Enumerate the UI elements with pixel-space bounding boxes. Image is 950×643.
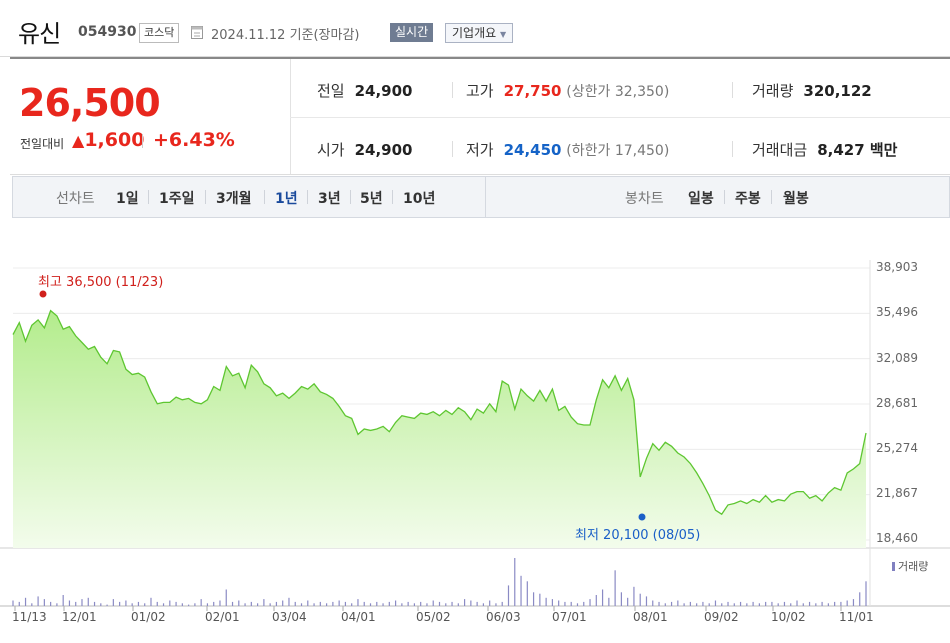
- up-arrow-icon: ▲: [72, 131, 85, 150]
- base-date: 2024.11.12 기준(장마감): [211, 28, 360, 43]
- x-tick: 07/01: [552, 610, 587, 624]
- prev-close-label: 전일: [317, 82, 345, 100]
- x-tick: 11/01: [839, 610, 874, 624]
- open-price: 시가 24,900: [317, 139, 413, 160]
- stock-name: 유신: [18, 20, 61, 48]
- price-area: [13, 310, 866, 548]
- low-price: 저가 24,450 (하한가 17,450): [466, 139, 669, 160]
- prev-close-value: 24,900: [354, 82, 413, 100]
- divider: [142, 134, 143, 148]
- candle-chart-label: 봉차트: [625, 191, 664, 207]
- x-tick: 10/02: [771, 610, 806, 624]
- divider: [290, 117, 950, 118]
- tab-daily[interactable]: 일봉: [688, 191, 714, 207]
- chart-period-tabs: 선차트 1일 1주일 3개월 1년 3년 5년 10년 봉차트 일봉 주봉 월봉: [12, 176, 950, 218]
- company-overview-dropdown[interactable]: 기업개요 ▼: [445, 23, 514, 43]
- x-tick: 05/02: [416, 610, 451, 624]
- price-change-percent: +6.43%: [153, 129, 235, 151]
- chevron-down-icon: ▼: [500, 30, 507, 39]
- tab-3y[interactable]: 3년: [318, 191, 341, 207]
- price-summary: 26,500 전일대비 ▲1,600 +6.43% 전일 24,900 고가 27,…: [10, 57, 950, 175]
- high-annotation: 최고 36,500 (11/23): [38, 275, 164, 290]
- tab-5y[interactable]: 5년: [360, 191, 383, 207]
- tab-10y[interactable]: 10년: [403, 191, 436, 207]
- divider: [205, 190, 206, 204]
- company-overview-label: 기업개요: [452, 26, 497, 40]
- tab-monthly[interactable]: 월봉: [783, 191, 809, 207]
- divider: [392, 190, 393, 204]
- trade-amount: 거래대금 8,427 백만: [752, 139, 897, 160]
- divider: [264, 190, 265, 204]
- high-value: 27,750: [503, 82, 562, 100]
- volume-legend-swatch: [892, 562, 895, 571]
- y-tick: 25,274: [876, 441, 918, 455]
- market-badge: 코스닥: [139, 23, 180, 43]
- x-tick: 06/03: [486, 610, 521, 624]
- x-tick: 08/01: [633, 610, 668, 624]
- x-tick: 02/01: [205, 610, 240, 624]
- divider: [724, 190, 725, 204]
- compare-label: 전일대비: [20, 137, 65, 151]
- current-price: 26,500: [19, 81, 161, 125]
- amount-value: 8,427 백만: [817, 141, 898, 159]
- tab-1w[interactable]: 1주일: [159, 191, 195, 207]
- divider: [771, 190, 772, 204]
- low-value: 24,450: [503, 141, 562, 159]
- divider: [452, 82, 453, 98]
- high-marker: [39, 290, 47, 298]
- low-marker: [638, 513, 646, 521]
- divider: [350, 190, 351, 204]
- x-tick: 01/02: [131, 610, 166, 624]
- stock-code: 054930: [78, 24, 137, 40]
- y-tick: 35,496: [876, 305, 918, 319]
- x-tick: 12/01: [62, 610, 97, 624]
- stock-header: 유신 054930 코스닥 2024.11.12 기준(장마감) 실시간 기업개…: [0, 0, 950, 57]
- price-line: [12, 309, 867, 516]
- y-tick: 38,903: [876, 260, 918, 274]
- low-annotation: 최저 20,100 (08/05): [575, 528, 701, 543]
- volume: 거래량 320,122: [752, 80, 872, 101]
- tab-weekly[interactable]: 주봉: [735, 191, 761, 207]
- price-change-value: 1,600: [84, 129, 145, 151]
- lower-limit: (하한가 17,450): [566, 143, 670, 159]
- y-tick: 28,681: [876, 396, 918, 410]
- amount-label: 거래대금: [752, 141, 808, 159]
- divider: [732, 141, 733, 157]
- divider: [452, 141, 453, 157]
- y-tick: 18,460: [876, 531, 918, 545]
- divider: [485, 177, 486, 217]
- y-tick: 21,867: [876, 486, 918, 500]
- divider: [732, 82, 733, 98]
- x-tick: 04/01: [341, 610, 376, 624]
- calendar-icon: [191, 26, 203, 39]
- volume-legend: 거래량: [892, 558, 928, 574]
- volume-label: 거래량: [752, 82, 794, 100]
- y-tick: 32,089: [876, 351, 918, 365]
- open-label: 시가: [317, 141, 345, 159]
- divider: [290, 59, 291, 174]
- tab-3m[interactable]: 3개월: [216, 191, 252, 207]
- open-value: 24,900: [354, 141, 413, 159]
- high-label: 고가: [466, 82, 494, 100]
- volume-value: 320,122: [803, 82, 872, 100]
- x-tick: 11/13: [12, 610, 47, 624]
- x-tick: 03/04: [272, 610, 307, 624]
- line-chart-label: 선차트: [56, 191, 95, 207]
- tab-1d[interactable]: 1일: [116, 191, 139, 207]
- x-tick: 09/02: [704, 610, 739, 624]
- prev-close: 전일 24,900: [317, 80, 413, 101]
- price-change: ▲1,600: [72, 129, 144, 151]
- low-label: 저가: [466, 141, 494, 159]
- tab-1y[interactable]: 1년: [275, 191, 298, 207]
- upper-limit: (상한가 32,350): [566, 84, 670, 100]
- divider: [148, 190, 149, 204]
- volume-legend-label: 거래량: [898, 560, 929, 573]
- divider: [307, 190, 308, 204]
- high-price: 고가 27,750 (상한가 32,350): [466, 80, 669, 101]
- realtime-button[interactable]: 실시간: [390, 23, 434, 42]
